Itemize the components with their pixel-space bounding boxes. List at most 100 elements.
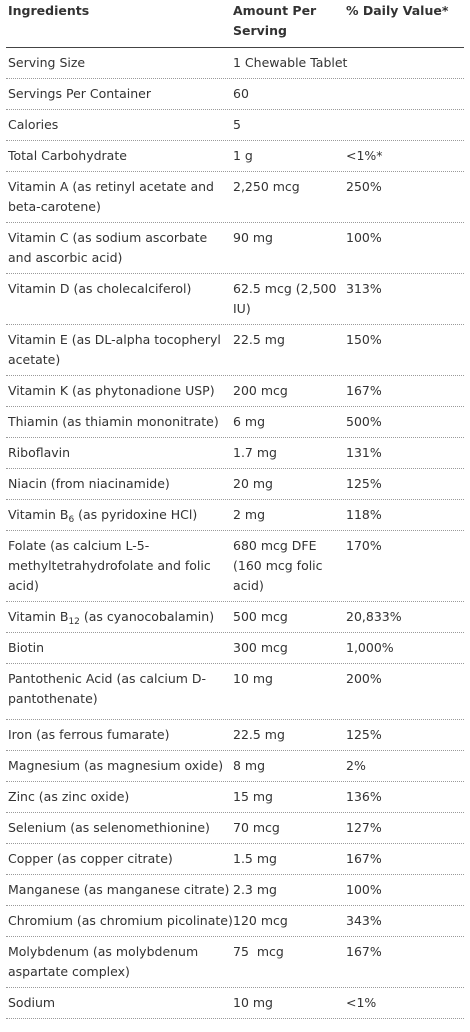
ingredient-daily-value: 125% [346, 476, 382, 491]
ingredient-amount: 2 mg [233, 507, 266, 522]
table-row: Zinc (as zinc oxide) 15 mg 136% [6, 782, 464, 813]
ingredient-daily-value: 167% [346, 383, 382, 398]
header-ingredients: Ingredients [8, 3, 90, 18]
ingredient-name: Thiamin (as thiamin mononitrate) [8, 414, 219, 429]
ingredient-name: Vitamin D (as cholecalciferol) [8, 281, 192, 296]
ingredient-amount: 2.3 mg [233, 882, 277, 897]
vitamin-b6-name-suffix: (as pyridoxine HCl) [74, 507, 198, 522]
ingredient-amount: 2,250 mcg [233, 179, 300, 194]
ingredient-amount: 8 mg [233, 758, 266, 773]
ingredient-name: Vitamin B6 (as pyridoxine HCl) [8, 505, 233, 527]
ingredient-amount: 300 mcg [233, 640, 288, 655]
ingredient-amount: 10 mg [233, 671, 273, 686]
ingredient-daily-value: 2% [346, 758, 366, 773]
ingredient-amount: 10 mg [233, 995, 273, 1010]
header-daily-value: % Daily Value* [346, 3, 449, 18]
ingredient-name: Vitamin A (as retinyl acetate and beta-c… [8, 179, 214, 214]
ingredient-amount: 1 Chewable Tablet [233, 55, 348, 70]
table-row: Iron (as ferrous fumarate) 22.5 mg 125% [6, 720, 464, 751]
table-row: Vitamin B12 (as cyanocobalamin) 500 mcg … [6, 602, 464, 633]
table-row: Selenium (as selenomethionine) 70 mcg 12… [6, 813, 464, 844]
ingredient-daily-value: 125% [346, 727, 382, 742]
table-row: Vitamin A (as retinyl acetate and beta-c… [6, 172, 464, 223]
ingredient-amount: 120 mcg [233, 913, 288, 928]
ingredient-amount: 680 mcg DFE (160 mcg folic acid) [233, 538, 323, 593]
table-row: Pantothenic Acid (as calcium D-pantothen… [6, 664, 464, 720]
table-row: Vitamin E (as DL-alpha tocopheryl acetat… [6, 325, 464, 376]
table-row: Chromium (as chromium picolinate) 120 mc… [6, 906, 464, 937]
ingredient-amount: 1 g [233, 148, 253, 163]
ingredient-name: Manganese (as manganese citrate) [8, 882, 230, 897]
ingredient-name: Magnesium (as magnesium oxide) [8, 758, 224, 773]
supplement-facts-table: Ingredients Amount Per Serving % Daily V… [6, 0, 464, 1019]
vitamin-b12-subscript: 12 [68, 617, 80, 627]
ingredient-amount: 500 mcg [233, 609, 288, 624]
table-row: Molybdenum (as molybdenum aspartate comp… [6, 937, 464, 988]
ingredient-name: Vitamin C (as sodium ascorbate and ascor… [8, 230, 208, 265]
ingredient-daily-value: 20,833% [346, 609, 402, 624]
ingredient-daily-value: 131% [346, 445, 382, 460]
table-row: Niacin (from niacinamide) 20 mg 125% [6, 469, 464, 500]
vitamin-b6-name-prefix: Vitamin B [8, 507, 69, 522]
ingredient-name: Zinc (as zinc oxide) [8, 789, 130, 804]
ingredient-name: Sodium [8, 995, 56, 1010]
ingredient-daily-value: 500% [346, 414, 382, 429]
ingredient-amount: 70 mcg [233, 820, 280, 835]
ingredient-daily-value: 136% [346, 789, 382, 804]
ingredient-amount: 20 mg [233, 476, 273, 491]
table-row: Copper (as copper citrate) 1.5 mg 167% [6, 844, 464, 875]
ingredient-amount: 5 [233, 117, 241, 132]
ingredient-name: Pantothenic Acid (as calcium D-pantothen… [8, 671, 207, 706]
ingredient-amount: 22.5 mg [233, 332, 285, 347]
table-row: Serving Size 1 Chewable Tablet [6, 48, 464, 79]
ingredient-daily-value: 200% [346, 671, 382, 686]
ingredient-amount: 62.5 mcg (2,500 IU) [233, 281, 337, 316]
ingredient-name: Calories [8, 117, 59, 132]
ingredient-name: Total Carbohydrate [8, 148, 127, 163]
table-row: Vitamin K (as phytonadione USP) 200 mcg … [6, 376, 464, 407]
table-row: Biotin 300 mcg 1,000% [6, 633, 464, 664]
ingredient-daily-value: 118% [346, 507, 382, 522]
ingredient-amount: 6 mg [233, 414, 266, 429]
ingredient-name: Vitamin E (as DL-alpha tocopheryl acetat… [8, 332, 221, 367]
vitamin-b12-name-suffix: (as cyanocobalamin) [79, 609, 215, 624]
ingredient-name: Niacin (from niacinamide) [8, 476, 170, 491]
ingredient-daily-value: 100% [346, 882, 382, 897]
ingredient-amount: 15 mg [233, 789, 273, 804]
ingredient-daily-value: 250% [346, 179, 382, 194]
ingredient-amount: 60 [233, 86, 249, 101]
ingredient-daily-value: 343% [346, 913, 382, 928]
ingredient-amount: 75 mcg [233, 944, 284, 959]
table-row: Vitamin D (as cholecalciferol) 62.5 mcg … [6, 274, 464, 325]
ingredient-daily-value: <1% [346, 995, 377, 1010]
table-row: Total Carbohydrate 1 g <1%* [6, 141, 464, 172]
ingredient-name: Selenium (as selenomethionine) [8, 820, 210, 835]
ingredient-name: Vitamin B12 (as cyanocobalamin) [8, 607, 233, 629]
header-amount-per-serving: Amount Per Serving [233, 3, 317, 38]
ingredient-name: Copper (as copper citrate) [8, 851, 173, 866]
ingredient-name: Biotin [8, 640, 44, 655]
ingredient-name: Molybdenum (as molybdenum aspartate comp… [8, 944, 199, 979]
table-row: Servings Per Container 60 [6, 79, 464, 110]
ingredient-daily-value: 150% [346, 332, 382, 347]
ingredient-daily-value: 100% [346, 230, 382, 245]
table-row: Folate (as calcium L-5-methyltetrahydrof… [6, 531, 464, 602]
ingredient-daily-value: 170% [346, 538, 382, 553]
ingredient-amount: 200 mcg [233, 383, 288, 398]
ingredient-amount: 90 mg [233, 230, 273, 245]
ingredient-amount: 22.5 mg [233, 727, 285, 742]
table-row: Riboflavin 1.7 mg 131% [6, 438, 464, 469]
vitamin-b12-name-prefix: Vitamin B [8, 609, 69, 624]
table-row: Sodium 10 mg <1% [6, 988, 464, 1019]
table-row: Thiamin (as thiamin mononitrate) 6 mg 50… [6, 407, 464, 438]
table-row: Vitamin C (as sodium ascorbate and ascor… [6, 223, 464, 274]
ingredient-name: Servings Per Container [8, 86, 151, 101]
table-row: Calories 5 [6, 110, 464, 141]
ingredient-amount: 1.7 mg [233, 445, 277, 460]
ingredient-daily-value: 127% [346, 820, 382, 835]
ingredient-name: Serving Size [8, 55, 86, 70]
table-row: Vitamin B6 (as pyridoxine HCl) 2 mg 118% [6, 500, 464, 531]
ingredient-name: Chromium (as chromium picolinate) [8, 913, 233, 928]
ingredient-daily-value: 1,000% [346, 640, 394, 655]
ingredient-name: Folate (as calcium L-5-methyltetrahydrof… [8, 538, 211, 593]
